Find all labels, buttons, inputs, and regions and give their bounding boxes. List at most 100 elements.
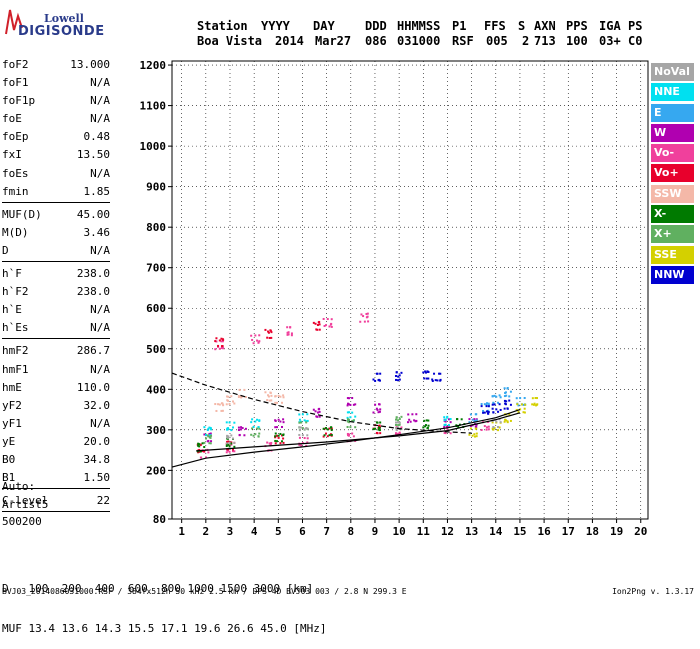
param-row: h`F2 238.0 [2,283,110,301]
echo-point [325,432,328,435]
echo-point [230,441,233,444]
echo-point [232,450,235,453]
echo-point [487,409,490,412]
x-tick-label: 5 [275,525,282,538]
header-value-7: 2 [522,34,530,48]
echo-point [279,432,282,435]
echo-point [282,394,285,397]
echo-point [447,424,450,427]
y-tick-label: 300 [146,424,166,437]
echo-point [298,421,301,424]
echo-point [487,404,490,407]
header-label-3: DDD [365,19,387,33]
echo-point [318,320,321,323]
echo-point [209,442,212,445]
echo-point [298,426,301,429]
echo-point [457,425,460,428]
echo-point [203,450,206,453]
echo-point [209,434,212,437]
param-name: fxI [2,148,22,162]
echo-point [444,419,447,422]
x-tick-label: 19 [610,525,623,538]
echo-point [346,416,349,419]
echo-point [316,324,319,327]
echo-point [198,450,201,453]
logo-line2: DIGISONDE [18,24,105,39]
echo-point [444,420,447,423]
echo-point [279,420,282,423]
echo-point [422,371,425,374]
echo-point [221,409,224,412]
echo-point [508,395,511,398]
echo-point [378,427,381,430]
echo-point [267,394,270,397]
lowell-digisonde-logo: Lowell DIGISONDE [4,6,164,46]
echo-point [352,419,355,422]
param-name: M(D) [2,225,29,239]
header-value-3: 086 [365,34,387,48]
header-value-5: RSF [452,34,474,48]
echo-point [329,433,332,436]
echo-point [522,411,525,414]
echo-point [274,419,277,422]
echo-point [226,428,229,431]
echo-point [314,410,317,413]
echo-point [306,428,309,431]
echo-point [287,333,290,336]
echo-point [426,426,429,429]
echo-point [524,403,527,406]
echo-point [250,334,253,337]
echo-point [394,432,397,435]
echo-point [257,426,260,429]
echo-point [505,413,508,416]
echo-point [264,328,267,331]
echo-point [328,427,331,430]
echo-point [267,331,270,334]
echo-point [221,340,224,343]
echo-point [447,418,450,421]
echo-point [257,341,260,344]
echo-point [208,436,211,439]
echo-point [492,426,495,429]
echo-point [398,374,401,377]
echo-point [220,402,223,405]
echo-point [206,434,209,437]
echo-point [517,404,520,407]
echo-point [289,326,292,329]
echo-point [491,403,494,406]
echo-point [217,344,220,347]
param-name: h`E [2,303,22,317]
echo-point [277,436,280,439]
echo-point [396,419,399,422]
echo-point [485,428,488,431]
param-value: 13.000 [70,58,110,71]
param-divider [2,488,110,490]
echo-point [290,332,293,335]
echo-point [499,408,502,411]
echo-point [374,424,377,427]
echo-point [379,372,382,375]
header-value-9: 100 [566,34,588,48]
echo-point [221,402,224,405]
echo-point [233,441,236,444]
echo-point [367,320,370,323]
param-row: M(D) 3.46 [2,224,110,242]
echo-point [233,450,236,453]
echo-point [280,440,283,443]
echo-point [280,401,283,404]
echo-point [425,377,428,380]
echo-point [322,427,325,430]
echo-point [199,443,202,446]
echo-point [524,403,527,406]
echo-point [483,411,486,414]
header-value-4: 031000 [397,34,441,48]
echo-point [206,440,209,443]
echo-point [300,420,303,423]
param-row: hmE 110.0 [2,379,110,397]
echo-point [208,434,211,437]
param-divider [2,261,110,263]
echo-point [498,418,501,421]
param-value: 32.0 [83,398,111,412]
echo-point [352,435,355,438]
echo-point [395,433,398,436]
